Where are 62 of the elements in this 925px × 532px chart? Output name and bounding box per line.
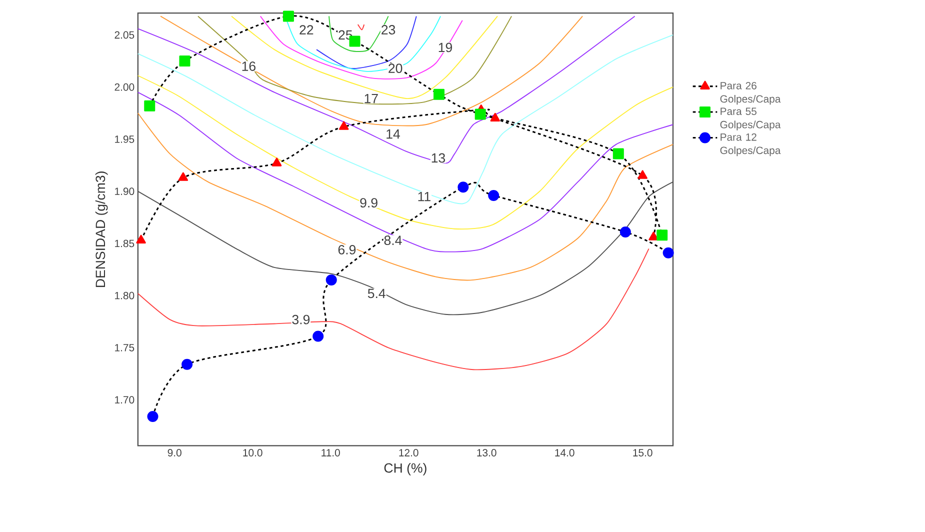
x-tick-label: 13.0 [477, 448, 496, 456]
point [458, 182, 469, 193]
x-tick-label: 12.0 [399, 448, 418, 456]
point [147, 410, 158, 422]
line-series [198, 16, 512, 104]
annotation: 6.9 [338, 244, 356, 254]
legend-label: Para 12 Golpes/Capa [720, 133, 781, 156]
point [178, 172, 188, 181]
legend-label: Para 26 Golpes/Capa [720, 82, 781, 105]
x-tick-label: 11.0 [322, 448, 340, 456]
annotation: 11 [418, 192, 430, 202]
annotation: 3.9 [292, 314, 310, 324]
y-tick-label: 1.95 [115, 135, 134, 143]
point [488, 190, 500, 201]
y-tick-label: 1.75 [115, 344, 134, 352]
point [312, 330, 324, 342]
point [490, 112, 500, 122]
annotation: 13 [432, 153, 446, 163]
annotation: 8.4 [384, 236, 402, 245]
y-tick-label: 2.00 [114, 83, 134, 91]
annotation: 14 [386, 129, 400, 138]
x-tick-label: 14.0 [555, 448, 574, 456]
y-tick-label: 1.85 [115, 240, 134, 248]
point [182, 358, 193, 370]
point [179, 55, 190, 66]
line-series [137, 16, 636, 164]
point [638, 170, 648, 179]
point [282, 10, 294, 22]
annotation: 16 [242, 61, 256, 71]
legend-label: Para 55 Golpes/Capa [720, 108, 781, 130]
point [326, 274, 337, 286]
y-tick-label: 2.05 [114, 31, 134, 39]
annotation: 22 [300, 25, 314, 34]
annotation: 5.4 [368, 288, 386, 298]
annotation: 23 [382, 24, 396, 34]
line-series [137, 75, 674, 230]
y-tick-label: 1.70 [115, 396, 134, 404]
y-tick-label: 1.90 [115, 188, 134, 195]
point [474, 108, 486, 120]
annotation: 20 [388, 64, 402, 73]
line-series [137, 112, 674, 281]
point [272, 158, 282, 166]
point [656, 230, 668, 241]
y-tick-label: 1.80 [115, 292, 134, 300]
y-axis-title: DENSIDAD (g/cm3) [95, 171, 108, 287]
annotation: 19 [438, 42, 452, 52]
point [434, 88, 445, 100]
point [648, 232, 658, 240]
x-tick-label: 10.0 [243, 448, 262, 456]
annotation: 17 [364, 94, 378, 104]
x-tick-label: 9.0 [168, 448, 182, 456]
point [612, 148, 624, 160]
point [662, 247, 674, 258]
x-tick-label: 15.0 [633, 448, 652, 456]
line-series [260, 16, 463, 80]
point [136, 234, 146, 244]
point [338, 121, 349, 130]
point [620, 226, 631, 238]
annotation: 9.9 [360, 198, 378, 208]
line-series [137, 92, 674, 252]
x-axis-title: CH (%) [384, 462, 426, 476]
point [144, 100, 156, 112]
